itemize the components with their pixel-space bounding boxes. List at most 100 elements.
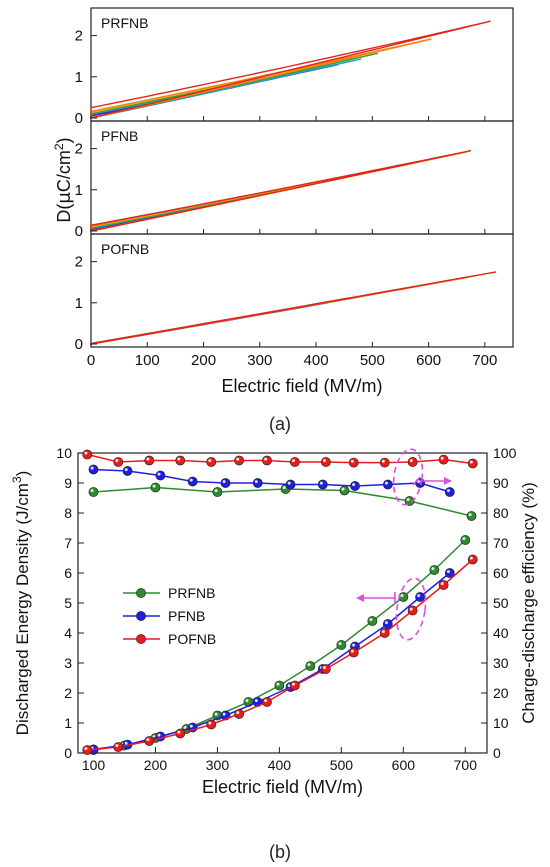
subplot-pofnb: 0 1 2 POFNB 0 100 200 300 400 500 600 700 (75, 233, 514, 369)
series-line-prfnb (93, 539, 466, 751)
arrow-left-head (356, 594, 364, 602)
y-tick-label-left: 4 (64, 625, 72, 641)
data-point-highlight (245, 699, 249, 703)
efficiency-ellipse (392, 448, 424, 506)
data-point (234, 709, 245, 719)
data-point (407, 457, 418, 467)
data-point-highlight (322, 459, 326, 463)
data-point-highlight (84, 747, 88, 751)
data-point (252, 478, 263, 488)
data-point (88, 464, 99, 475)
data-point-highlight (352, 643, 356, 647)
energy-ellipse (395, 577, 427, 641)
data-point (155, 470, 166, 481)
y-axis-label-left: Discharged Energy Density (J/cm3) (10, 471, 32, 736)
data-point (320, 457, 331, 467)
data-point-highlight (152, 484, 156, 488)
data-point (415, 592, 425, 602)
x-axis-label: Electric field (MV/m) (221, 376, 382, 396)
x-tick-label: 400 (304, 352, 329, 369)
data-point (379, 457, 390, 468)
x-tick-label: 600 (392, 757, 416, 773)
data-point-highlight (417, 480, 421, 484)
data-point-highlight (352, 483, 356, 487)
data-point (88, 487, 99, 497)
data-point-highlight (350, 649, 354, 653)
data-point-highlight (369, 618, 373, 622)
data-point (144, 455, 155, 466)
data-point-highlight (84, 451, 88, 455)
de-loop (90, 150, 471, 232)
data-point (407, 605, 418, 616)
de-loop (90, 271, 497, 345)
y-tick-label: 1 (75, 182, 83, 199)
y-tick-label-left: 5 (64, 595, 72, 611)
data-point (234, 455, 245, 466)
y-tick-label: 1 (75, 69, 83, 86)
subplot-label: PRFNB (101, 15, 148, 31)
data-point (289, 680, 300, 691)
panel-b-caption: (b) (269, 842, 291, 862)
data-point-highlight (236, 457, 240, 461)
x-tick-label: 300 (247, 352, 272, 369)
de-loop (90, 20, 491, 119)
data-point-highlight (157, 472, 161, 476)
data-point (467, 554, 478, 565)
x-tick-label: 500 (360, 352, 385, 369)
data-point (320, 664, 331, 674)
y-tick-label: 0 (75, 223, 83, 240)
data-point-highlight (254, 699, 258, 703)
y-tick-label-left: 7 (64, 535, 72, 551)
y-axis-label-right: Charge-discharge efficiency (%) (519, 482, 538, 724)
y-tick-label: 2 (75, 141, 83, 158)
x-tick-label: 0 (87, 352, 95, 369)
y-tick-label-left: 0 (64, 745, 72, 761)
y-tick-label: 2 (75, 254, 83, 271)
y-tick-label-left: 9 (64, 475, 72, 491)
data-point-highlight (319, 481, 323, 485)
data-point (444, 487, 455, 497)
data-point-highlight (350, 459, 354, 463)
plot-frame (77, 452, 488, 754)
data-point-highlight (409, 459, 413, 463)
data-point (212, 487, 223, 497)
x-tick-label: 300 (206, 757, 230, 773)
arrow-right-head (444, 477, 452, 485)
data-point (289, 457, 300, 467)
data-point-highlight (264, 699, 268, 703)
data-point-highlight (208, 721, 212, 725)
y-tick-label-right: 10 (493, 715, 509, 731)
subplot-label: POFNB (101, 241, 149, 257)
subplot-label: PFNB (101, 128, 138, 144)
data-point (336, 640, 347, 650)
subplot-prfnb: 0 1 2 PRFNB (75, 7, 514, 127)
y-tick-label: 0 (75, 110, 83, 127)
legend-marker (136, 611, 146, 621)
data-point-highlight (208, 459, 212, 463)
y-axis-label: D(μC/cm2) (52, 137, 75, 222)
data-point-highlight (468, 513, 472, 517)
legend-label: POFNB (168, 631, 216, 647)
data-point (274, 680, 285, 691)
y-tick-label-right: 50 (493, 595, 509, 611)
data-point (187, 476, 198, 487)
y-tick-label-right: 100 (493, 445, 517, 461)
data-point-highlight (157, 733, 161, 737)
data-point-highlight (189, 724, 193, 728)
data-point (144, 736, 155, 746)
data-point-highlight (214, 489, 218, 493)
data-point-highlight (124, 468, 128, 472)
data-point-highlight (307, 663, 311, 667)
data-point-highlight (236, 711, 240, 715)
data-point-highlight (400, 594, 404, 598)
series-line-pfnb (93, 572, 451, 751)
y-tick-label: 2 (75, 28, 83, 45)
data-point-highlight (409, 607, 413, 611)
data-point-highlight (291, 459, 295, 463)
data-point-highlight (90, 466, 94, 470)
data-point (348, 457, 359, 468)
data-point-highlight (341, 487, 345, 491)
y-tick-label-left: 6 (64, 565, 72, 581)
